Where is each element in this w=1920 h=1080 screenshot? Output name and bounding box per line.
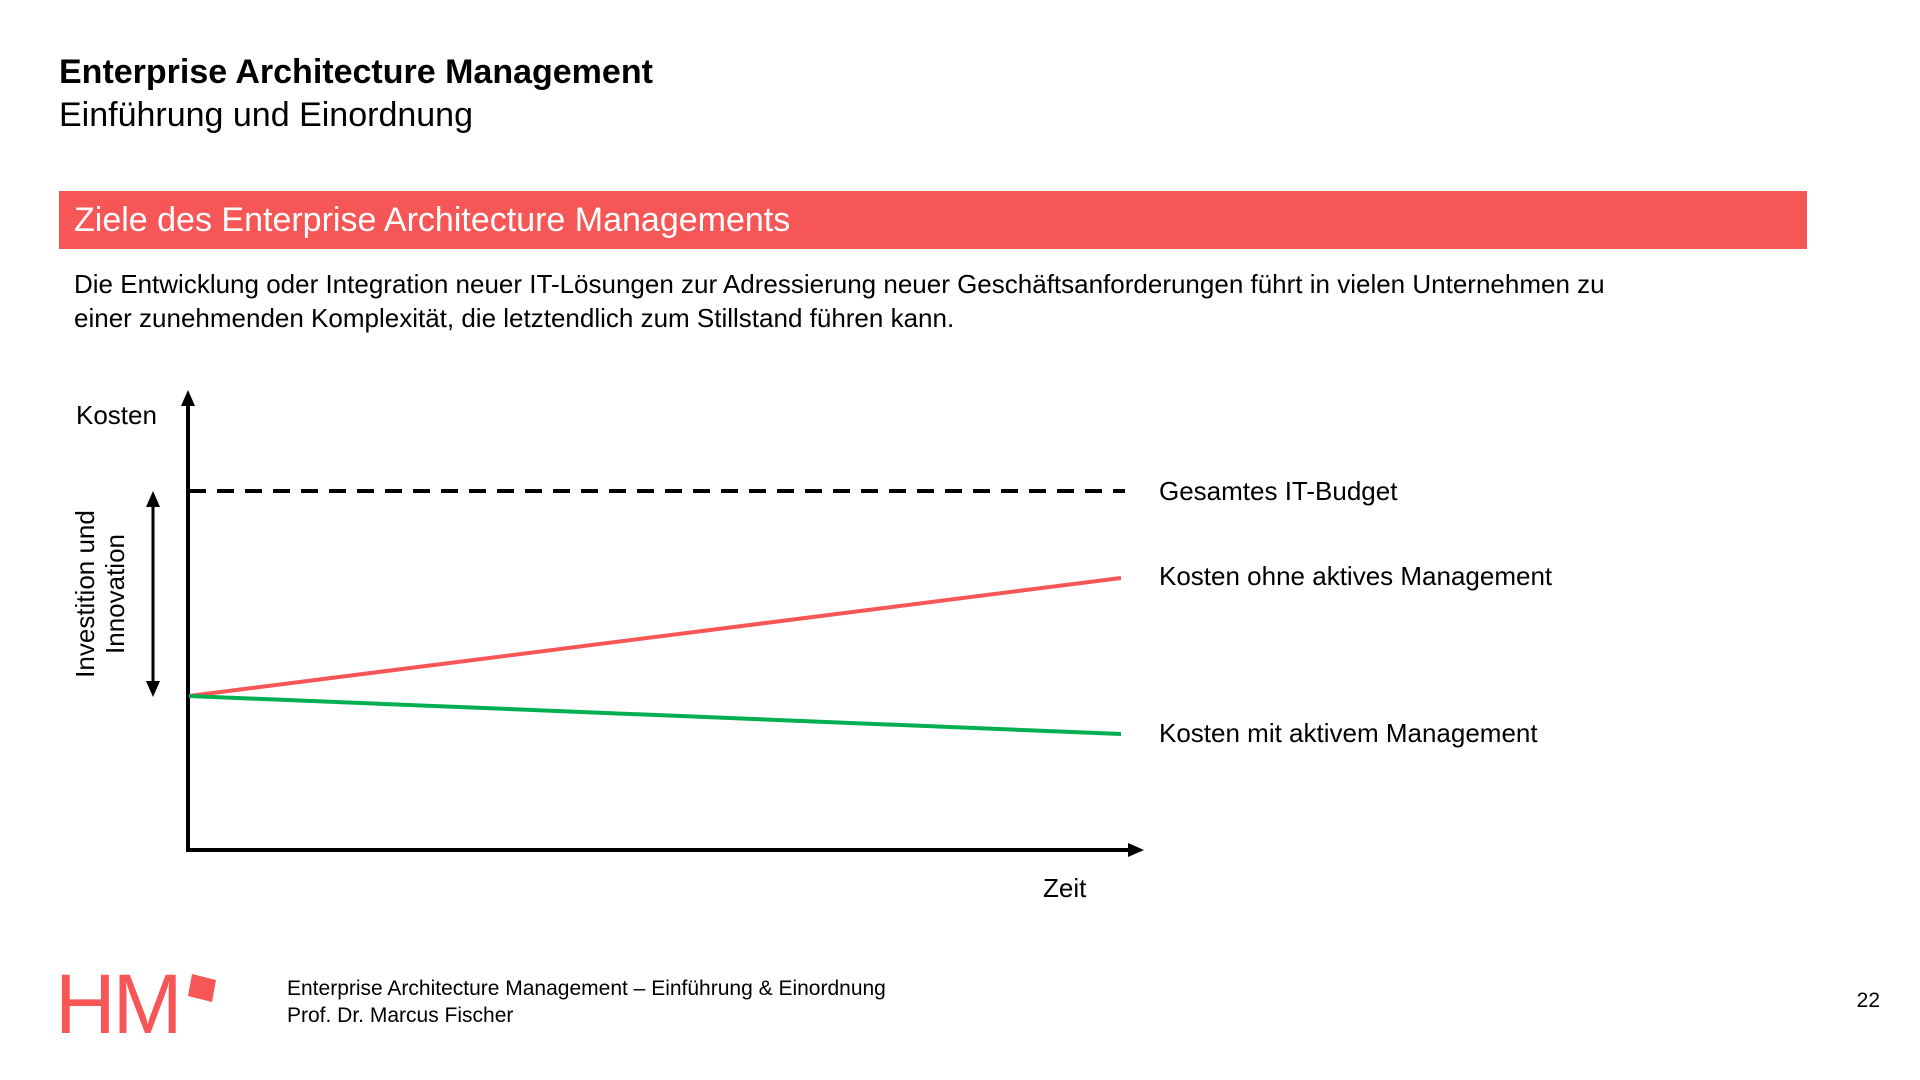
range-arrow-top (146, 491, 160, 507)
range-label-line: Investition und (70, 510, 100, 678)
rising-cost-line (188, 576, 1122, 698)
section-banner: Ziele des Enterprise Architecture Manage… (59, 191, 1807, 249)
slide-subtitle: Einführung und Einordnung (59, 96, 473, 134)
cost-diagram: Kosten Zeit Investition und Innovation G… (70, 390, 1553, 903)
y-axis-arrowhead (181, 390, 195, 406)
falling-cost-line (188, 694, 1122, 736)
section-heading: Ziele des Enterprise Architecture Manage… (74, 201, 791, 239)
hm-logo-text: HM (55, 957, 183, 1051)
hm-logo: HM (55, 962, 230, 1046)
footer-author: Prof. Dr. Marcus Fischer (287, 1004, 514, 1027)
hm-logo-square-icon (188, 974, 216, 1002)
x-axis-arrowhead (1128, 843, 1144, 857)
footer-course-title: Enterprise Architecture Management – Ein… (287, 977, 886, 1000)
falling-cost-label: Kosten mit aktivem Management (1159, 718, 1538, 748)
range-arrow-bottom (146, 681, 160, 697)
intro-text: Die Entwicklung oder Integration neuer I… (74, 267, 1774, 335)
intro-line: Die Entwicklung oder Integration neuer I… (74, 269, 1605, 299)
x-axis-label: Zeit (1043, 873, 1087, 903)
slide-title: Enterprise Architecture Management (59, 53, 653, 91)
intro-line: einer zunehmenden Komplexität, die letzt… (74, 303, 955, 333)
page-number: 22 (1856, 989, 1880, 1012)
y-axis-label: Kosten (76, 400, 157, 430)
budget-label: Gesamtes IT-Budget (1159, 476, 1398, 506)
rising-cost-label: Kosten ohne aktives Management (1159, 561, 1553, 591)
range-label-line: Innovation (100, 534, 130, 654)
